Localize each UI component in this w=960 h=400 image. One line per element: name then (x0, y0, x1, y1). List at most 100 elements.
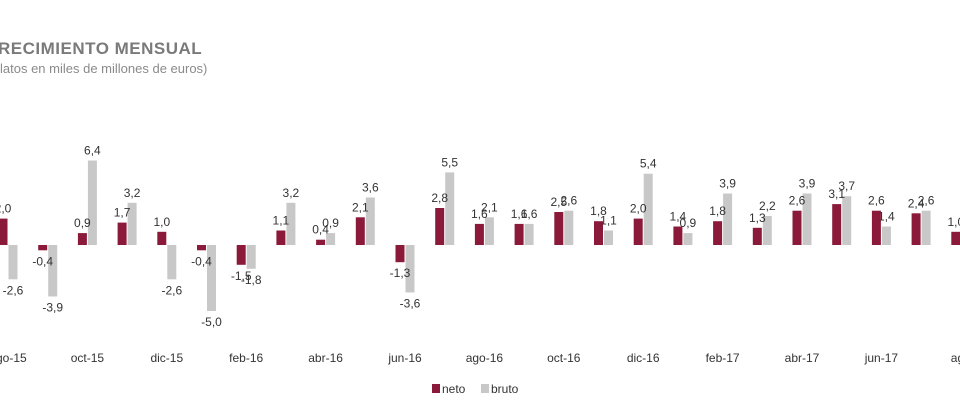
label-bruto-abr-16: 0,9 (322, 216, 339, 230)
bar-bruto-ene-17 (683, 233, 693, 245)
label-neto-may-16: 2,1 (352, 200, 369, 214)
bar-neto-ene-16 (197, 245, 206, 251)
bar-neto-dic-16 (633, 218, 643, 245)
bar-neto-may-17 (832, 204, 842, 245)
tick-oct-16: oct-16 (547, 351, 581, 365)
label-neto-nov-16: 1,8 (590, 204, 607, 218)
legend-swatch-neto (432, 384, 440, 393)
bars-group (0, 160, 960, 311)
label-neto-jun-17: 2,6 (868, 194, 885, 208)
chart-subtitle: latos en miles de millones de euros) (0, 61, 207, 76)
label-neto-abr-16: 0,4 (312, 223, 329, 237)
label-neto-oct-16: 2,5 (550, 195, 567, 209)
bar-bruto-mar-17 (762, 216, 772, 245)
label-bruto-abr-17: 3,9 (799, 177, 816, 191)
bar-neto-feb-16 (236, 245, 246, 265)
label-bruto-nov-15: 3,2 (124, 186, 141, 200)
label-bruto-jun-17: 1,4 (878, 210, 895, 224)
bar-neto-oct-16 (554, 212, 564, 245)
label-bruto-jun-16: -3,6 (400, 297, 421, 311)
tick-abr-17: abr-17 (785, 351, 820, 365)
bar-bruto-dic-16 (643, 173, 653, 245)
bar-bruto-jul-17 (921, 210, 931, 245)
bar-bruto-feb-17 (723, 193, 733, 245)
label-neto-dic-16: 2,0 (630, 202, 647, 216)
label-neto-nov-15: 1,7 (114, 206, 131, 220)
tick-dic-15: dic-15 (150, 351, 183, 365)
tick-feb-16: feb-16 (229, 351, 263, 365)
bar-bruto-jun-17 (881, 226, 891, 245)
label-neto-mar-17: 1,3 (749, 211, 766, 225)
bar-neto-may-16 (355, 217, 365, 245)
legend-label-bruto: bruto (491, 382, 519, 396)
bar-bruto-nov-15 (127, 202, 137, 245)
bar-bruto-mar-16 (286, 202, 296, 245)
bar-bruto-ene-16 (207, 245, 216, 311)
bar-neto-nov-16 (594, 221, 603, 245)
label-neto-ene-17: 1,4 (670, 210, 687, 224)
label-bruto-mar-17: 2,2 (759, 199, 776, 213)
label-neto-feb-16: -1,5 (231, 269, 252, 283)
bar-neto-abr-16 (316, 239, 326, 245)
bar-bruto-abr-16 (326, 233, 336, 245)
bar-bruto-dic-15 (167, 245, 177, 280)
label-bruto-feb-17: 3,9 (719, 177, 736, 191)
label-bruto-ago-16: 2,1 (481, 200, 498, 214)
label-bruto-mar-16: 3,2 (283, 186, 300, 200)
legend-label-neto: neto (442, 382, 466, 396)
label-neto-mar-16: 1,1 (273, 214, 290, 228)
label-bruto-oct-15: 6,4 (84, 144, 101, 158)
label-bruto-feb-16: -1,8 (241, 273, 262, 287)
label-bruto-may-16: 3,6 (362, 181, 379, 195)
bar-neto-jul-16 (435, 208, 445, 245)
bar-bruto-oct-16 (564, 210, 574, 245)
tick-ago-15: ago-15 (0, 351, 27, 365)
label-neto-jun-16: -1,3 (390, 266, 411, 280)
bar-neto-mar-16 (276, 230, 286, 245)
bar-neto-abr-17 (792, 210, 802, 245)
tick-ago-16: ago-16 (466, 351, 504, 365)
label-neto-jul-17: 2,4 (908, 196, 925, 210)
label-neto-jul-16: 2,8 (431, 191, 448, 205)
bar-bruto-sep-16 (524, 223, 534, 245)
bar-neto-ago-16 (474, 223, 484, 245)
bar-bruto-jun-16 (405, 245, 415, 293)
bar-neto-sep-16 (514, 223, 524, 245)
label-bruto-dic-16: 5,4 (640, 157, 657, 171)
label-neto-may-17: 3,1 (828, 187, 845, 201)
bar-neto-jul-17 (911, 213, 921, 245)
chart-title: RECIMIENTO MENSUAL (0, 39, 202, 58)
legend-swatch-bruto (481, 384, 489, 393)
bar-bruto-oct-15 (87, 160, 97, 245)
legend: neto bruto (432, 382, 519, 396)
label-bruto-ene-17: 0,9 (680, 216, 697, 230)
label-bruto-oct-16: 2,6 (560, 194, 577, 208)
label-neto-sep-16: 1,6 (511, 207, 528, 221)
label-neto-ene-16: -0,4 (191, 254, 212, 268)
bar-neto-sep-15 (38, 245, 48, 251)
label-neto-ago-17: 1,0 (947, 215, 960, 229)
label-bruto-nov-16: 1,1 (600, 214, 617, 228)
x-axis-ticks: ago-15 oct-15 dic-15 feb-16 abr-16 jun-16 ago-… (0, 351, 960, 365)
label-bruto-jul-17: 2,6 (918, 194, 935, 208)
tick-feb-17: feb-17 (706, 351, 740, 365)
label-neto-feb-17: 1,8 (709, 204, 726, 218)
bar-neto-ago-17 (951, 231, 960, 245)
tick-jun-16: jun-16 (387, 351, 422, 365)
bar-neto-mar-17 (752, 227, 762, 245)
bar-neto-ago-15 (0, 218, 8, 245)
bar-bruto-may-16 (365, 197, 375, 245)
tick-jun-17: jun-17 (864, 351, 899, 365)
bar-neto-ene-17 (673, 226, 683, 245)
bar-neto-oct-15 (77, 233, 87, 245)
bar-bruto-ago-15 (8, 245, 18, 280)
bar-neto-feb-17 (713, 221, 723, 245)
label-bruto-sep-16: 1,6 (521, 207, 538, 221)
bar-bruto-abr-17 (802, 193, 812, 245)
bar-bruto-jul-16 (445, 172, 455, 245)
tick-abr-16: abr-16 (308, 351, 343, 365)
bar-bruto-ago-16 (484, 217, 494, 245)
label-neto-ago-15: 2,0 (0, 202, 12, 216)
label-neto-oct-15: 0,9 (74, 216, 91, 230)
